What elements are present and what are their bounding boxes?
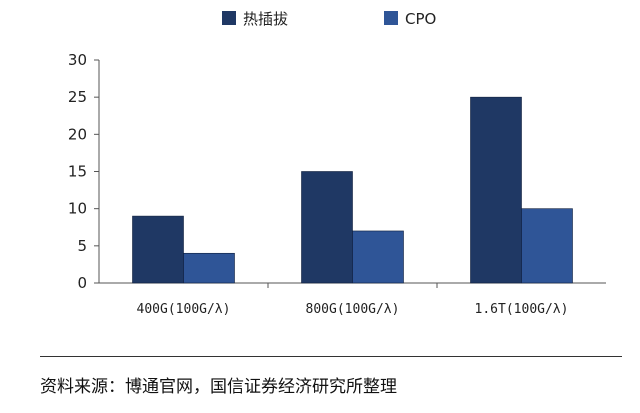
y-tick-label: 30 bbox=[68, 51, 87, 69]
source-divider bbox=[40, 356, 622, 357]
legend-label: 热插拔 bbox=[243, 10, 288, 28]
x-tick-label: 1.6T(100G/λ) bbox=[475, 302, 569, 317]
source-note: 资料来源：博通官网，国信证券经济研究所整理 bbox=[40, 377, 397, 397]
bar-hotplug bbox=[301, 171, 353, 284]
bar-cpo bbox=[183, 252, 235, 284]
y-tick-label: 20 bbox=[68, 125, 87, 143]
y-tick-label: 10 bbox=[68, 200, 87, 218]
legend: 热插拔 CPO bbox=[222, 10, 436, 28]
y-tick-label: 0 bbox=[77, 274, 87, 292]
tick-labels: 0 5 10 15 20 25 30 400G(100G/λ) 800G(100G/λ) 1.6T… bbox=[68, 51, 569, 317]
y-tick-label: 25 bbox=[68, 88, 87, 106]
x-tick-label: 400G(100G/λ) bbox=[137, 302, 231, 317]
y-tick-label: 15 bbox=[68, 163, 87, 181]
bar-hotplug bbox=[132, 215, 184, 284]
legend-swatch bbox=[384, 11, 398, 25]
y-tick-label: 5 bbox=[77, 237, 87, 255]
legend-label: CPO bbox=[405, 10, 436, 28]
legend-swatch bbox=[222, 11, 236, 25]
bar-hotplug bbox=[470, 96, 522, 284]
x-tick-label: 800G(100G/λ) bbox=[306, 302, 400, 317]
bar-cpo bbox=[521, 208, 573, 284]
bar-cpo bbox=[352, 230, 404, 284]
bars bbox=[132, 96, 573, 284]
